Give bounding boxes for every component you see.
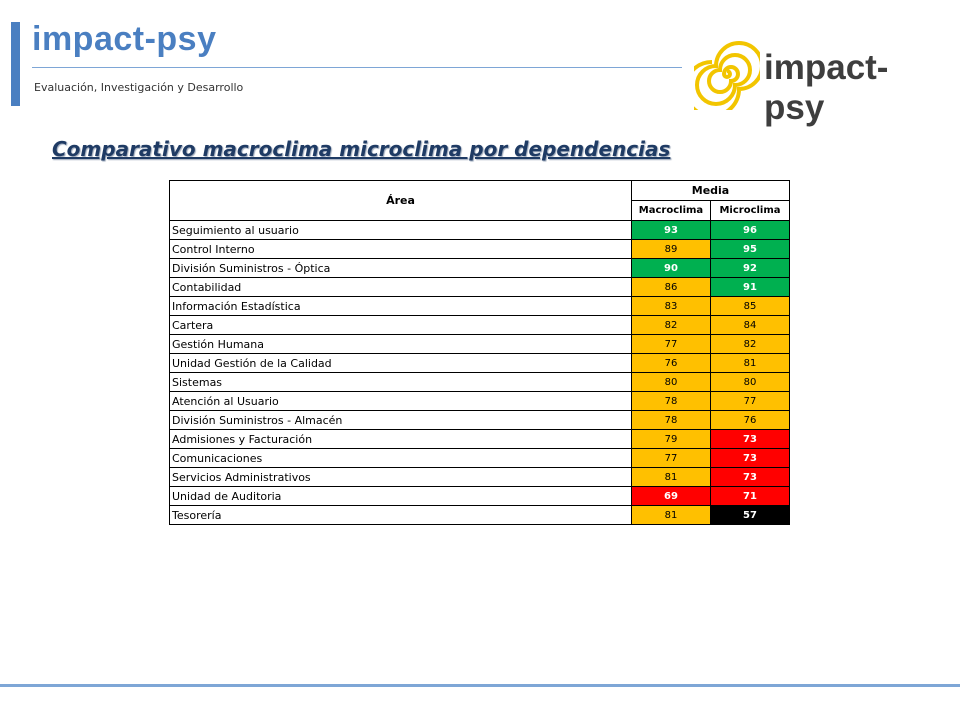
- spiral-logo-icon: [683, 41, 764, 118]
- table-row: Contabilidad 86 91: [169, 277, 790, 297]
- area-cell: Admisiones y Facturación: [169, 429, 632, 449]
- microclima-cell: 92: [710, 258, 790, 278]
- table-row: Gestión Humana 77 82: [169, 334, 790, 354]
- macroclima-cell: 82: [631, 315, 711, 335]
- table-row: Cartera 82 84: [169, 315, 790, 335]
- microclima-cell: 57: [710, 505, 790, 525]
- table-row: Seguimiento al usuario 93 96: [169, 220, 790, 240]
- microclima-cell: 80: [710, 372, 790, 392]
- microclima-cell: 96: [710, 220, 790, 240]
- microclima-cell: 73: [710, 448, 790, 468]
- macroclima-cell: 77: [631, 334, 711, 354]
- logo-text: impact-psy: [764, 48, 889, 127]
- table-row: Información Estadística 83 85: [169, 296, 790, 316]
- macroclima-cell: 78: [631, 391, 711, 411]
- macroclima-cell: 89: [631, 239, 711, 259]
- macroclima-cell: 81: [631, 467, 711, 487]
- microclima-cell: 81: [710, 353, 790, 373]
- area-cell: Información Estadística: [169, 296, 632, 316]
- macroclima-cell: 80: [631, 372, 711, 392]
- microclima-cell: 91: [710, 277, 790, 297]
- microclima-cell: 82: [710, 334, 790, 354]
- area-cell: Contabilidad: [169, 277, 632, 297]
- microclima-cell: 84: [710, 315, 790, 335]
- table-row: Servicios Administrativos 81 73: [169, 467, 790, 487]
- macroclima-cell: 90: [631, 258, 711, 278]
- table-body: Seguimiento al usuario 93 96 Control Intern…: [169, 220, 790, 525]
- header-media: Media: [631, 180, 790, 201]
- area-cell: Tesorería: [169, 505, 632, 525]
- area-cell: Unidad de Auditoria: [169, 486, 632, 506]
- area-cell: Atención al Usuario: [169, 391, 632, 411]
- macroclima-cell: 83: [631, 296, 711, 316]
- microclima-cell: 77: [710, 391, 790, 411]
- microclima-cell: 73: [710, 429, 790, 449]
- macroclima-cell: 93: [631, 220, 711, 240]
- area-cell: Sistemas: [169, 372, 632, 392]
- header-accent-bar: [11, 22, 20, 106]
- area-cell: Unidad Gestión de la Calidad: [169, 353, 632, 373]
- table-row: Admisiones y Facturación 79 73: [169, 429, 790, 449]
- table-row: Sistemas 80 80: [169, 372, 790, 392]
- table-row: Control Interno 89 95: [169, 239, 790, 259]
- macroclima-cell: 79: [631, 429, 711, 449]
- microclima-cell: 76: [710, 410, 790, 430]
- microclima-cell: 73: [710, 467, 790, 487]
- table-row: Comunicaciones 77 73: [169, 448, 790, 468]
- area-cell: Cartera: [169, 315, 632, 335]
- brand-title: impact-psy: [32, 20, 217, 58]
- microclima-cell: 85: [710, 296, 790, 316]
- table-row: Unidad de Auditoria 69 71: [169, 486, 790, 506]
- header-area: Área: [169, 180, 632, 221]
- microclima-cell: 71: [710, 486, 790, 506]
- header-divider: [32, 67, 682, 68]
- macroclima-cell: 76: [631, 353, 711, 373]
- table-row: División Suministros - Almacén 78 76: [169, 410, 790, 430]
- microclima-cell: 95: [710, 239, 790, 259]
- table-row: División Suministros - Óptica 90 92: [169, 258, 790, 278]
- macroclima-cell: 78: [631, 410, 711, 430]
- area-cell: Control Interno: [169, 239, 632, 259]
- table-row: Atención al Usuario 78 77: [169, 391, 790, 411]
- header-microclima: Microclima: [710, 200, 790, 221]
- brand-subtitle: Evaluación, Investigación y Desarrollo: [34, 81, 244, 94]
- comparison-table-wrap: Área Media Macroclima Microclima Seguimi…: [169, 180, 790, 525]
- impact-psy-logo: impact-psy: [683, 34, 934, 127]
- section-title: Comparativo macroclima microclima por de…: [52, 137, 671, 161]
- comparison-table: Área Media Macroclima Microclima Seguimi…: [169, 180, 790, 525]
- macroclima-cell: 77: [631, 448, 711, 468]
- area-cell: Servicios Administrativos: [169, 467, 632, 487]
- macroclima-cell: 69: [631, 486, 711, 506]
- macroclima-cell: 86: [631, 277, 711, 297]
- area-cell: División Suministros - Almacén: [169, 410, 632, 430]
- area-cell: Seguimiento al usuario: [169, 220, 632, 240]
- header-macroclima: Macroclima: [631, 200, 711, 221]
- area-cell: División Suministros - Óptica: [169, 258, 632, 278]
- footer-divider: [0, 684, 960, 687]
- macroclima-cell: 81: [631, 505, 711, 525]
- table-row: Tesorería 81 57: [169, 505, 790, 525]
- area-cell: Comunicaciones: [169, 448, 632, 468]
- table-row: Unidad Gestión de la Calidad 76 81: [169, 353, 790, 373]
- area-cell: Gestión Humana: [169, 334, 632, 354]
